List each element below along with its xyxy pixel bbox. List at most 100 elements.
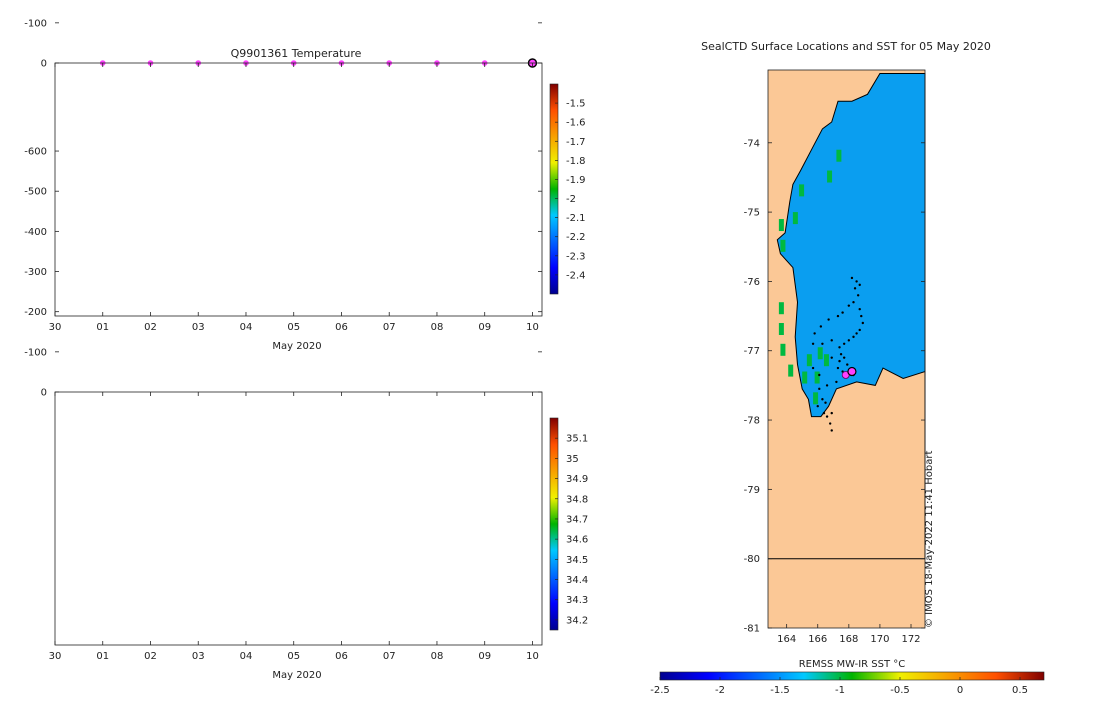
track-point bbox=[830, 339, 833, 342]
track-point bbox=[835, 380, 838, 384]
coastal-sst-cell bbox=[778, 323, 784, 336]
track-point bbox=[818, 387, 821, 391]
sst-colorbar-label: REMSS MW-IR SST °C bbox=[799, 659, 906, 670]
coastal-sst-cell bbox=[780, 343, 786, 356]
x-tick-label: 04 bbox=[240, 651, 253, 662]
x-tick-label: 10 bbox=[526, 322, 539, 333]
colorbar-tick-label: -1.8 bbox=[566, 156, 586, 167]
track-point bbox=[853, 287, 857, 290]
x-tick-label: 03 bbox=[192, 322, 205, 333]
colorbar-tick-label: -1.9 bbox=[566, 175, 586, 186]
lat-tick-label: -78 bbox=[744, 416, 760, 427]
temperature-axes-frame bbox=[54, 62, 543, 317]
temperature-x-axis: 30 01 02 03 04 05 06 07 08 09 10 bbox=[49, 63, 539, 333]
sst-colorbar-tick-label: -1 bbox=[835, 685, 845, 696]
track-point bbox=[855, 332, 858, 335]
track-point bbox=[825, 384, 829, 387]
sst-colorbar-tick-label: -2 bbox=[715, 685, 725, 696]
sst-colorbar-tick-label: -0.5 bbox=[890, 685, 910, 696]
track-point bbox=[821, 398, 824, 401]
y-tick-label: -400 bbox=[24, 227, 47, 238]
colorbar-tick-label: 35.1 bbox=[566, 434, 588, 445]
colorbar-tick-label: -1.5 bbox=[566, 99, 586, 110]
coastal-sst-cell bbox=[817, 347, 823, 360]
colorbar-tick-label: 34.4 bbox=[566, 575, 588, 586]
track-point bbox=[850, 276, 854, 280]
temperature-plot-title: Q9901361 Temperature bbox=[231, 47, 362, 60]
sst-colorbar-ticks: -2.5 -2 -1.5 -1 -0.5 0 0.5 bbox=[650, 677, 1028, 696]
lon-tick-label: 164 bbox=[777, 634, 796, 645]
colorbar-tick-label: 34.5 bbox=[566, 555, 588, 566]
coastal-sst-cell bbox=[792, 212, 798, 225]
track-point bbox=[816, 404, 819, 408]
track-point bbox=[824, 401, 827, 404]
track-point bbox=[813, 332, 816, 335]
lat-tick-label: -81 bbox=[744, 624, 760, 635]
x-tick-label: 09 bbox=[478, 322, 491, 333]
track-point bbox=[861, 321, 865, 325]
salinity-axes-frame bbox=[54, 391, 543, 646]
x-tick-label: 05 bbox=[287, 651, 300, 662]
x-tick-label: 02 bbox=[144, 322, 157, 333]
x-tick-label: 01 bbox=[96, 651, 109, 662]
x-tick-label: 08 bbox=[431, 322, 444, 333]
credit-text: © IMOS 18-May-2022 11:41 Hobart bbox=[924, 451, 935, 628]
track-point bbox=[836, 366, 840, 370]
colorbar-tick-label: -1.7 bbox=[566, 137, 586, 148]
track-point bbox=[858, 328, 861, 332]
colorbar-tick-label: 34.8 bbox=[566, 494, 588, 505]
sst-colorbar-tick-label: 0 bbox=[957, 685, 963, 696]
coastal-sst-cell bbox=[788, 364, 794, 377]
lat-tick-label: -76 bbox=[744, 277, 760, 288]
x-tick-label: 30 bbox=[49, 651, 62, 662]
track-point bbox=[852, 335, 855, 339]
track-point bbox=[836, 314, 840, 318]
track-point bbox=[842, 356, 846, 359]
lat-tick-label: -79 bbox=[744, 485, 760, 496]
track-point bbox=[825, 415, 829, 418]
track-point bbox=[858, 283, 861, 287]
y-tick-label: -500 bbox=[24, 187, 47, 198]
x-tick-label: 06 bbox=[335, 651, 348, 662]
temperature-y-axis: 0-100-200-300-400-500-600 bbox=[24, 18, 542, 70]
colorbar-tick-label: 34.7 bbox=[566, 514, 588, 525]
x-tick-label: 30 bbox=[49, 322, 62, 333]
track-point bbox=[855, 280, 858, 283]
colorbar-tick-label: -2.4 bbox=[566, 270, 586, 281]
track-point bbox=[838, 346, 841, 349]
coastal-sst-cell bbox=[778, 219, 784, 232]
map-title: SealCTD Surface Locations and SST for 05… bbox=[701, 40, 991, 53]
y-tick-label: -100 bbox=[24, 347, 47, 358]
x-tick-label: 02 bbox=[144, 651, 157, 662]
x-tick-label: 09 bbox=[478, 651, 491, 662]
lon-tick-label: 166 bbox=[808, 634, 827, 645]
track-point bbox=[847, 304, 851, 307]
map-frame bbox=[767, 69, 926, 629]
sst-colorbar-tick-label: 0.5 bbox=[1012, 685, 1028, 696]
track-point bbox=[839, 352, 843, 356]
map-latitude-axis: -74 -75 -76 -77 -78 -79 -80 -81 bbox=[744, 138, 925, 635]
y-tick-label: -200 bbox=[24, 307, 47, 318]
colorbar-tick-label: 34.6 bbox=[566, 535, 588, 546]
salinity-colorbar bbox=[549, 417, 559, 631]
coastal-sst-cell bbox=[813, 392, 819, 405]
coastal-sst-cell bbox=[814, 371, 820, 384]
track-point bbox=[822, 411, 826, 415]
track-point bbox=[858, 307, 861, 311]
ocean-sst-field bbox=[768, 73, 926, 560]
salinity-colorbar-ticks: 35.1 35 34.9 34.8 34.7 34.6 34.5 34.4 34.3 34.2 bbox=[555, 434, 588, 626]
colorbar-tick-label: -2.1 bbox=[566, 213, 586, 224]
track-point bbox=[828, 422, 832, 425]
salinity-y-axis: 0 -100 -200 -300 -400 -500 -600 bbox=[24, 147, 542, 399]
x-tick-label: 06 bbox=[335, 322, 348, 333]
lat-tick-label: -77 bbox=[744, 346, 760, 357]
current-location-marker bbox=[847, 366, 857, 377]
lon-tick-label: 172 bbox=[901, 634, 920, 645]
track-point bbox=[852, 301, 855, 304]
lat-tick-label: -75 bbox=[744, 208, 760, 219]
colorbar-tick-label: -2 bbox=[566, 194, 576, 205]
colorbar-tick-label: -2.3 bbox=[566, 251, 586, 262]
track-point bbox=[821, 342, 824, 346]
y-tick-label: 0 bbox=[41, 388, 47, 399]
